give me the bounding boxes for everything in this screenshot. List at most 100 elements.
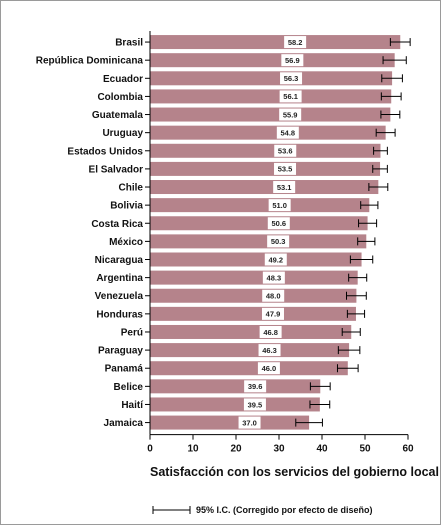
category-label: Honduras [96, 309, 143, 320]
x-tick-label: 50 [359, 444, 371, 455]
bar [150, 379, 321, 394]
bar [150, 161, 381, 176]
data-label: 48.3 [267, 273, 282, 282]
category-label: Argentina [96, 273, 143, 284]
data-label: 53.1 [277, 183, 292, 192]
bar [150, 216, 368, 231]
data-label-box [261, 307, 284, 320]
x-tick-label: 0 [147, 444, 153, 455]
category-label: México [109, 237, 143, 248]
data-label: 54.8 [281, 128, 296, 137]
x-axis-label: Satisfacción con los servicios del gobie… [150, 465, 439, 479]
data-label: 48.0 [266, 292, 281, 301]
bar [150, 71, 393, 86]
data-label: 46.3 [262, 346, 277, 355]
bar [150, 324, 352, 339]
category-label: Ecuador [103, 74, 143, 85]
category-label: Colombia [97, 92, 143, 103]
legend: 95% I.C. (Corregido por efecto de diseño… [152, 505, 373, 515]
category-label: República Dominicana [36, 56, 144, 67]
category-label: Guatemala [92, 110, 144, 121]
bar [150, 270, 358, 285]
x-tick-label: 60 [402, 444, 414, 455]
data-label-box [262, 271, 285, 284]
category-label: Paraguay [98, 346, 143, 357]
x-tick-label: 10 [187, 444, 199, 455]
data-label-box [259, 325, 282, 338]
bar [150, 89, 392, 104]
category-label: Belice [114, 382, 144, 393]
bar [150, 306, 356, 321]
data-label-box [267, 235, 290, 248]
bar [150, 180, 379, 195]
bars-group: Brasil 58.2 República Dominicana 56.9 Ecuado… [36, 35, 411, 430]
data-label-box [267, 217, 290, 230]
data-label-box [243, 398, 266, 411]
bar [150, 343, 350, 358]
bar [150, 53, 395, 68]
data-label-box [280, 72, 303, 85]
data-label-box [274, 162, 297, 175]
data-label: 53.5 [278, 165, 293, 174]
bar [150, 125, 386, 140]
data-label-box [281, 54, 304, 67]
category-label: Venezuela [95, 291, 144, 302]
category-label: Brasil [115, 38, 143, 49]
data-label: 50.3 [271, 237, 286, 246]
data-label: 37.0 [242, 418, 257, 427]
data-label: 56.1 [283, 92, 298, 101]
data-label: 56.9 [285, 56, 300, 65]
bar [150, 361, 348, 376]
data-label-box [279, 90, 302, 103]
legend-text: 95% I.C. (Corregido por efecto de diseño… [196, 505, 373, 515]
category-label: Haití [121, 400, 144, 411]
data-label: 39.5 [248, 400, 263, 409]
category-label: Estados Unidos [67, 146, 143, 157]
data-label: 39.6 [248, 382, 263, 391]
bar [150, 397, 320, 412]
data-label: 55.9 [283, 110, 298, 119]
x-tick-label: 40 [316, 444, 328, 455]
category-label: Nicaragua [95, 255, 144, 266]
data-label-box [284, 36, 307, 49]
bar [150, 143, 381, 158]
x-axis: 0 10 20 30 40 50 60 [145, 31, 414, 455]
data-label: 46.8 [263, 328, 278, 337]
data-label-box [244, 380, 267, 393]
category-label: Bolivia [110, 201, 143, 212]
data-label: 49.2 [268, 255, 283, 264]
category-label: Costa Rica [91, 219, 143, 230]
category-label: Panamá [105, 364, 144, 375]
data-label-box [238, 416, 261, 429]
data-label: 46.0 [262, 364, 277, 373]
category-label: Jamaica [104, 418, 144, 429]
category-label: Perú [121, 327, 143, 338]
data-label: 51.0 [272, 201, 287, 210]
data-label-box [264, 253, 287, 266]
bar [150, 252, 362, 267]
category-label: Uruguay [102, 128, 143, 139]
bar [150, 234, 367, 249]
data-label-box [276, 126, 299, 139]
bar [150, 288, 357, 303]
bar [150, 415, 310, 430]
bar [150, 107, 391, 122]
bar [150, 198, 370, 213]
data-label-box [262, 289, 285, 302]
data-label: 47.9 [266, 310, 281, 319]
data-label: 50.6 [271, 219, 286, 228]
category-label: Chile [119, 183, 144, 194]
data-label: 56.3 [284, 74, 299, 83]
data-label-box [273, 181, 296, 194]
x-tick-label: 20 [230, 444, 242, 455]
data-label-box [257, 362, 280, 375]
data-label-box [274, 144, 297, 157]
bar [150, 35, 401, 50]
data-label-box [279, 108, 302, 121]
data-label: 58.2 [288, 38, 303, 47]
data-label: 53.6 [278, 147, 293, 156]
x-tick-label: 30 [273, 444, 285, 455]
data-label-box [258, 344, 281, 357]
category-label: El Salvador [89, 164, 144, 175]
